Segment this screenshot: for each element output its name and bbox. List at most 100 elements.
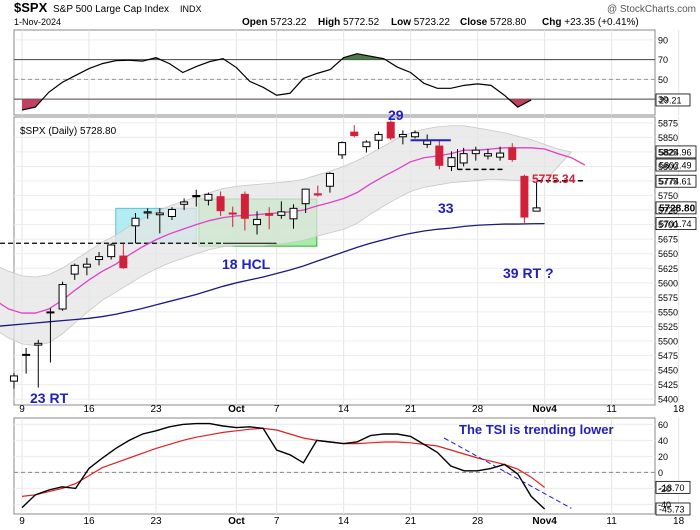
candle: [9, 375, 18, 382]
candle: [532, 207, 541, 212]
rsi-overbought-fill: [148, 53, 386, 60]
candle: [46, 311, 55, 314]
candle: [508, 147, 517, 160]
price-value-label: 5774.61: [659, 177, 692, 187]
tsi-panel-frame: [13, 417, 656, 515]
candle: [289, 207, 298, 220]
candle: [107, 244, 116, 258]
ohlc-low: Low 5723.22: [391, 17, 450, 28]
candle: [386, 121, 395, 139]
price-tick-label: 5400: [658, 395, 678, 405]
candle: [520, 175, 529, 218]
candle: [119, 255, 128, 269]
rsi-tick-label: 50: [658, 75, 668, 85]
x-tick-label: 28: [472, 404, 484, 415]
x-tick-label: Nov4: [532, 404, 557, 415]
x-tick-label: 18: [673, 516, 685, 527]
rsi-tick-label: 70: [658, 55, 668, 65]
candle: [82, 263, 91, 268]
price-tick-label: 5500: [658, 337, 678, 347]
axes: 9 9 16 16 23 23 Oct Oct 7 7 14 14 21 21 28 28 Nov4 Nov4 11…: [19, 35, 684, 527]
candle: [34, 342, 43, 346]
tsi-value-box: [655, 480, 691, 494]
candle: [325, 172, 334, 187]
candle: [228, 212, 237, 215]
rsi-panel-frame: [13, 29, 656, 116]
candle: [411, 132, 420, 138]
label-5775: 5775.34: [532, 172, 576, 186]
price-value-label: 5728.80: [659, 203, 696, 214]
exchange: INDX: [180, 4, 202, 14]
rsi-line: [21, 53, 532, 111]
candle: [435, 145, 444, 166]
price-tick-label: 5875: [658, 118, 678, 128]
price-tick-label: 5800: [658, 162, 678, 172]
candle: [483, 153, 492, 157]
rsi-panel: 29.21: [14, 53, 691, 111]
ma-navy-line: [0, 222, 545, 327]
x-tick-label: 23: [150, 516, 162, 527]
price-value-box: [655, 158, 697, 172]
x-tick-label: 14: [338, 404, 350, 415]
candle: [240, 193, 249, 219]
x-tick-label: 9: [19, 516, 25, 527]
candle: [265, 213, 274, 216]
candle: [496, 152, 505, 158]
candle: [459, 153, 468, 164]
candle: [471, 149, 480, 155]
price-value-box: [655, 145, 697, 159]
price-value-label: 5701.74: [659, 219, 692, 229]
label-23-rt: 23 RT: [30, 390, 69, 406]
candle: [423, 140, 432, 145]
x-tick-label: 21: [405, 516, 417, 527]
candle: [216, 196, 225, 212]
x-tick-label: Nov4: [532, 516, 557, 527]
x-tick-label: 11: [606, 404, 617, 415]
ohlc-high: High 5772.52: [318, 17, 380, 28]
tsi-tick-label: 0: [658, 468, 663, 478]
candle: [301, 188, 310, 205]
header-date: 1-Nov-2024: [14, 17, 61, 27]
price-value-label: 5824.96: [659, 147, 692, 157]
label-18-hcl: 18 HCL: [222, 256, 271, 272]
label-29: 29: [388, 107, 404, 123]
annotations: 29 33 18 HCL 39 RT ? 23 RT 5775.34 The T…: [30, 107, 614, 437]
x-tick-label: 18: [673, 404, 685, 415]
candle: [350, 131, 359, 137]
price-tick-label: 5600: [658, 278, 678, 288]
tsi-signal-line: [21, 427, 545, 497]
x-tick-label: 11: [606, 516, 617, 527]
x-tick-label: Oct: [228, 516, 245, 527]
candle: [180, 201, 189, 205]
price-legend: $SPX (Daily) 5728.80: [20, 126, 117, 137]
price-panel-frame: [13, 116, 656, 406]
watermark: @ StockCharts.com: [607, 4, 696, 15]
x-tick-label: 7: [274, 516, 280, 527]
candle: [192, 195, 201, 198]
candle: [58, 284, 67, 310]
price-value-box: [655, 217, 697, 231]
price-tick-label: 5550: [658, 307, 678, 317]
tsi-tick-label: 40: [658, 436, 668, 446]
candle: [398, 133, 407, 138]
tsi-value-label: -45.73: [659, 504, 685, 514]
price-tick-label: 5675: [658, 235, 678, 245]
x-tick-label: 28: [472, 516, 484, 527]
price-value-box: [655, 174, 697, 188]
x-tick-label: 21: [405, 404, 417, 415]
candle: [95, 256, 104, 261]
symbol: $SPX: [14, 0, 48, 15]
tsi-annotation: The TSI is trending lower: [459, 422, 614, 437]
ohlc-open: Open 5723.22: [242, 17, 307, 28]
tsi-trend-line: [443, 437, 572, 509]
price-tick-label: 5425: [658, 380, 678, 390]
candle: [313, 193, 322, 196]
candle: [374, 133, 383, 141]
price-tick-label: 5450: [658, 366, 678, 376]
candle: [362, 141, 371, 148]
tsi-value-label: -18.70: [659, 483, 685, 493]
tsi-line: [21, 422, 546, 510]
price-tick-label: 5650: [658, 249, 678, 259]
candle: [338, 142, 347, 156]
candle: [447, 157, 456, 167]
